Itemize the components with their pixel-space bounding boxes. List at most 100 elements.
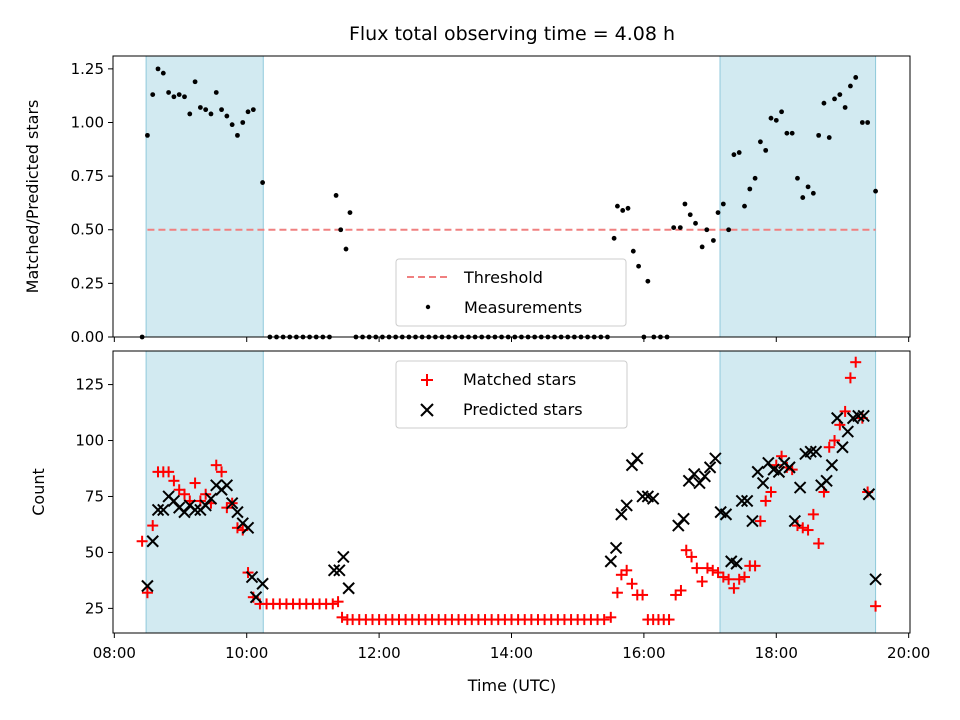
bottom-y-axis-label: Count (29, 468, 48, 516)
x-tick-label: 10:00 (225, 644, 268, 662)
predicted-star-point (746, 514, 759, 528)
predicted-star-point (256, 577, 269, 590)
predicted-star-point (693, 476, 706, 490)
measurement-point (213, 90, 219, 95)
legend-measurements-label: Measurements (464, 298, 582, 317)
matched-star-point (829, 435, 841, 447)
matched-star-point (707, 564, 719, 576)
measurement-point (810, 190, 816, 196)
matched-star-point (637, 589, 649, 601)
matched-star-point (216, 466, 228, 478)
predicted-star-point (703, 461, 717, 474)
predicted-star-point (245, 570, 259, 584)
measurement-point (260, 180, 266, 185)
y-tick-label: 50 (85, 543, 104, 561)
matched-star-point (605, 611, 617, 623)
measurement-point (848, 83, 853, 89)
predicted-star-point (841, 425, 854, 438)
y-tick-label: 0.50 (71, 221, 104, 239)
predicted-star-point (687, 467, 701, 481)
measurement-point (752, 175, 758, 181)
predicted-star-point (646, 492, 660, 505)
y-tick-label: 0.25 (71, 274, 104, 292)
measurement-point (773, 117, 779, 123)
measurement-point (821, 100, 827, 106)
shaded-region (719, 350, 877, 634)
predicted-star-point (857, 409, 870, 423)
matched-star-point (675, 584, 687, 596)
predicted-star-point (327, 564, 341, 577)
measurement-point (736, 150, 742, 155)
matched-star-point (621, 564, 633, 576)
measurement-point (731, 152, 737, 158)
predicted-star-point (636, 490, 649, 503)
measurement-point (687, 212, 693, 218)
measurement-point (235, 132, 240, 138)
measurement-point (742, 203, 747, 209)
chart-title: Flux total observing time = 4.08 h (349, 23, 675, 45)
measurement-point (837, 92, 843, 98)
matched-star-point (733, 573, 745, 585)
matched-star-point (839, 405, 851, 417)
measurement-point (160, 70, 166, 76)
matched-star-point (168, 475, 180, 487)
matched-star-point (189, 477, 201, 489)
matched-star-point (686, 551, 698, 563)
measurement-point (145, 132, 150, 138)
top-y-axis-label: Matched/Predicted stars (23, 100, 42, 294)
matched-star-point (723, 573, 735, 585)
measurement-point (710, 238, 716, 243)
matched-star-point (823, 441, 835, 453)
predicted-star-point (178, 505, 191, 519)
top-legend-box (395, 258, 627, 327)
measurement-point (693, 220, 698, 226)
predicted-star-point (862, 488, 876, 501)
measurement-point (747, 186, 753, 192)
y-tick-label: 0.00 (71, 328, 104, 346)
matched-star-point (327, 598, 339, 610)
measurement-point (671, 225, 677, 231)
measurement-point (699, 244, 705, 250)
predicted-star-point (788, 514, 802, 528)
matched-star-point (598, 614, 610, 626)
top-y-ticks: 0.00 0.25 0.50 0.75 1.00 1.25 (71, 60, 113, 346)
measurement-point (229, 122, 235, 128)
matched-star-point (739, 571, 751, 583)
predicted-star-point (199, 499, 212, 512)
matched-star-point (696, 576, 708, 588)
matched-stars-series (136, 356, 882, 626)
top-x-ticks (113, 337, 910, 342)
measurement-point (630, 248, 636, 254)
matched-star-point (680, 544, 692, 556)
measurement-point (625, 205, 631, 211)
measurement-point (192, 79, 198, 85)
matched-star-point (717, 571, 729, 583)
top-shaded-regions (145, 55, 877, 338)
matched-star-point (797, 522, 809, 534)
bottom-panel: 25 50 75 100 125 08:00 10:00 12:00 14:00 16:00 18… (29, 350, 930, 695)
x-tick-label: 12:00 (357, 644, 400, 662)
matched-star-point (147, 520, 159, 532)
measurement-point (645, 278, 651, 284)
predicted-star-point (825, 458, 839, 472)
matched-star-point (760, 495, 772, 507)
top-panel: 0.00 0.25 0.50 0.75 1.00 1.25 Matched/Predict… (23, 55, 911, 346)
measurement-point (757, 139, 763, 145)
y-tick-label: 75 (85, 487, 104, 505)
predicted-star-point (225, 496, 239, 510)
matched-star-point (663, 614, 675, 626)
predicted-star-point (869, 573, 882, 586)
measurement-point (789, 130, 795, 136)
measurement-point (166, 90, 172, 95)
measurement-point (343, 246, 349, 252)
predicted-star-point (751, 465, 764, 479)
matched-star-point (749, 560, 761, 572)
shaded-region (145, 55, 264, 338)
predicted-star-point (830, 411, 844, 425)
predicted-star-point (333, 564, 346, 577)
measurement-point (333, 193, 339, 198)
predicted-star-point (615, 508, 628, 521)
y-tick-label: 1.00 (71, 113, 104, 131)
measurement-point (611, 235, 617, 241)
measurement-point (859, 120, 865, 125)
